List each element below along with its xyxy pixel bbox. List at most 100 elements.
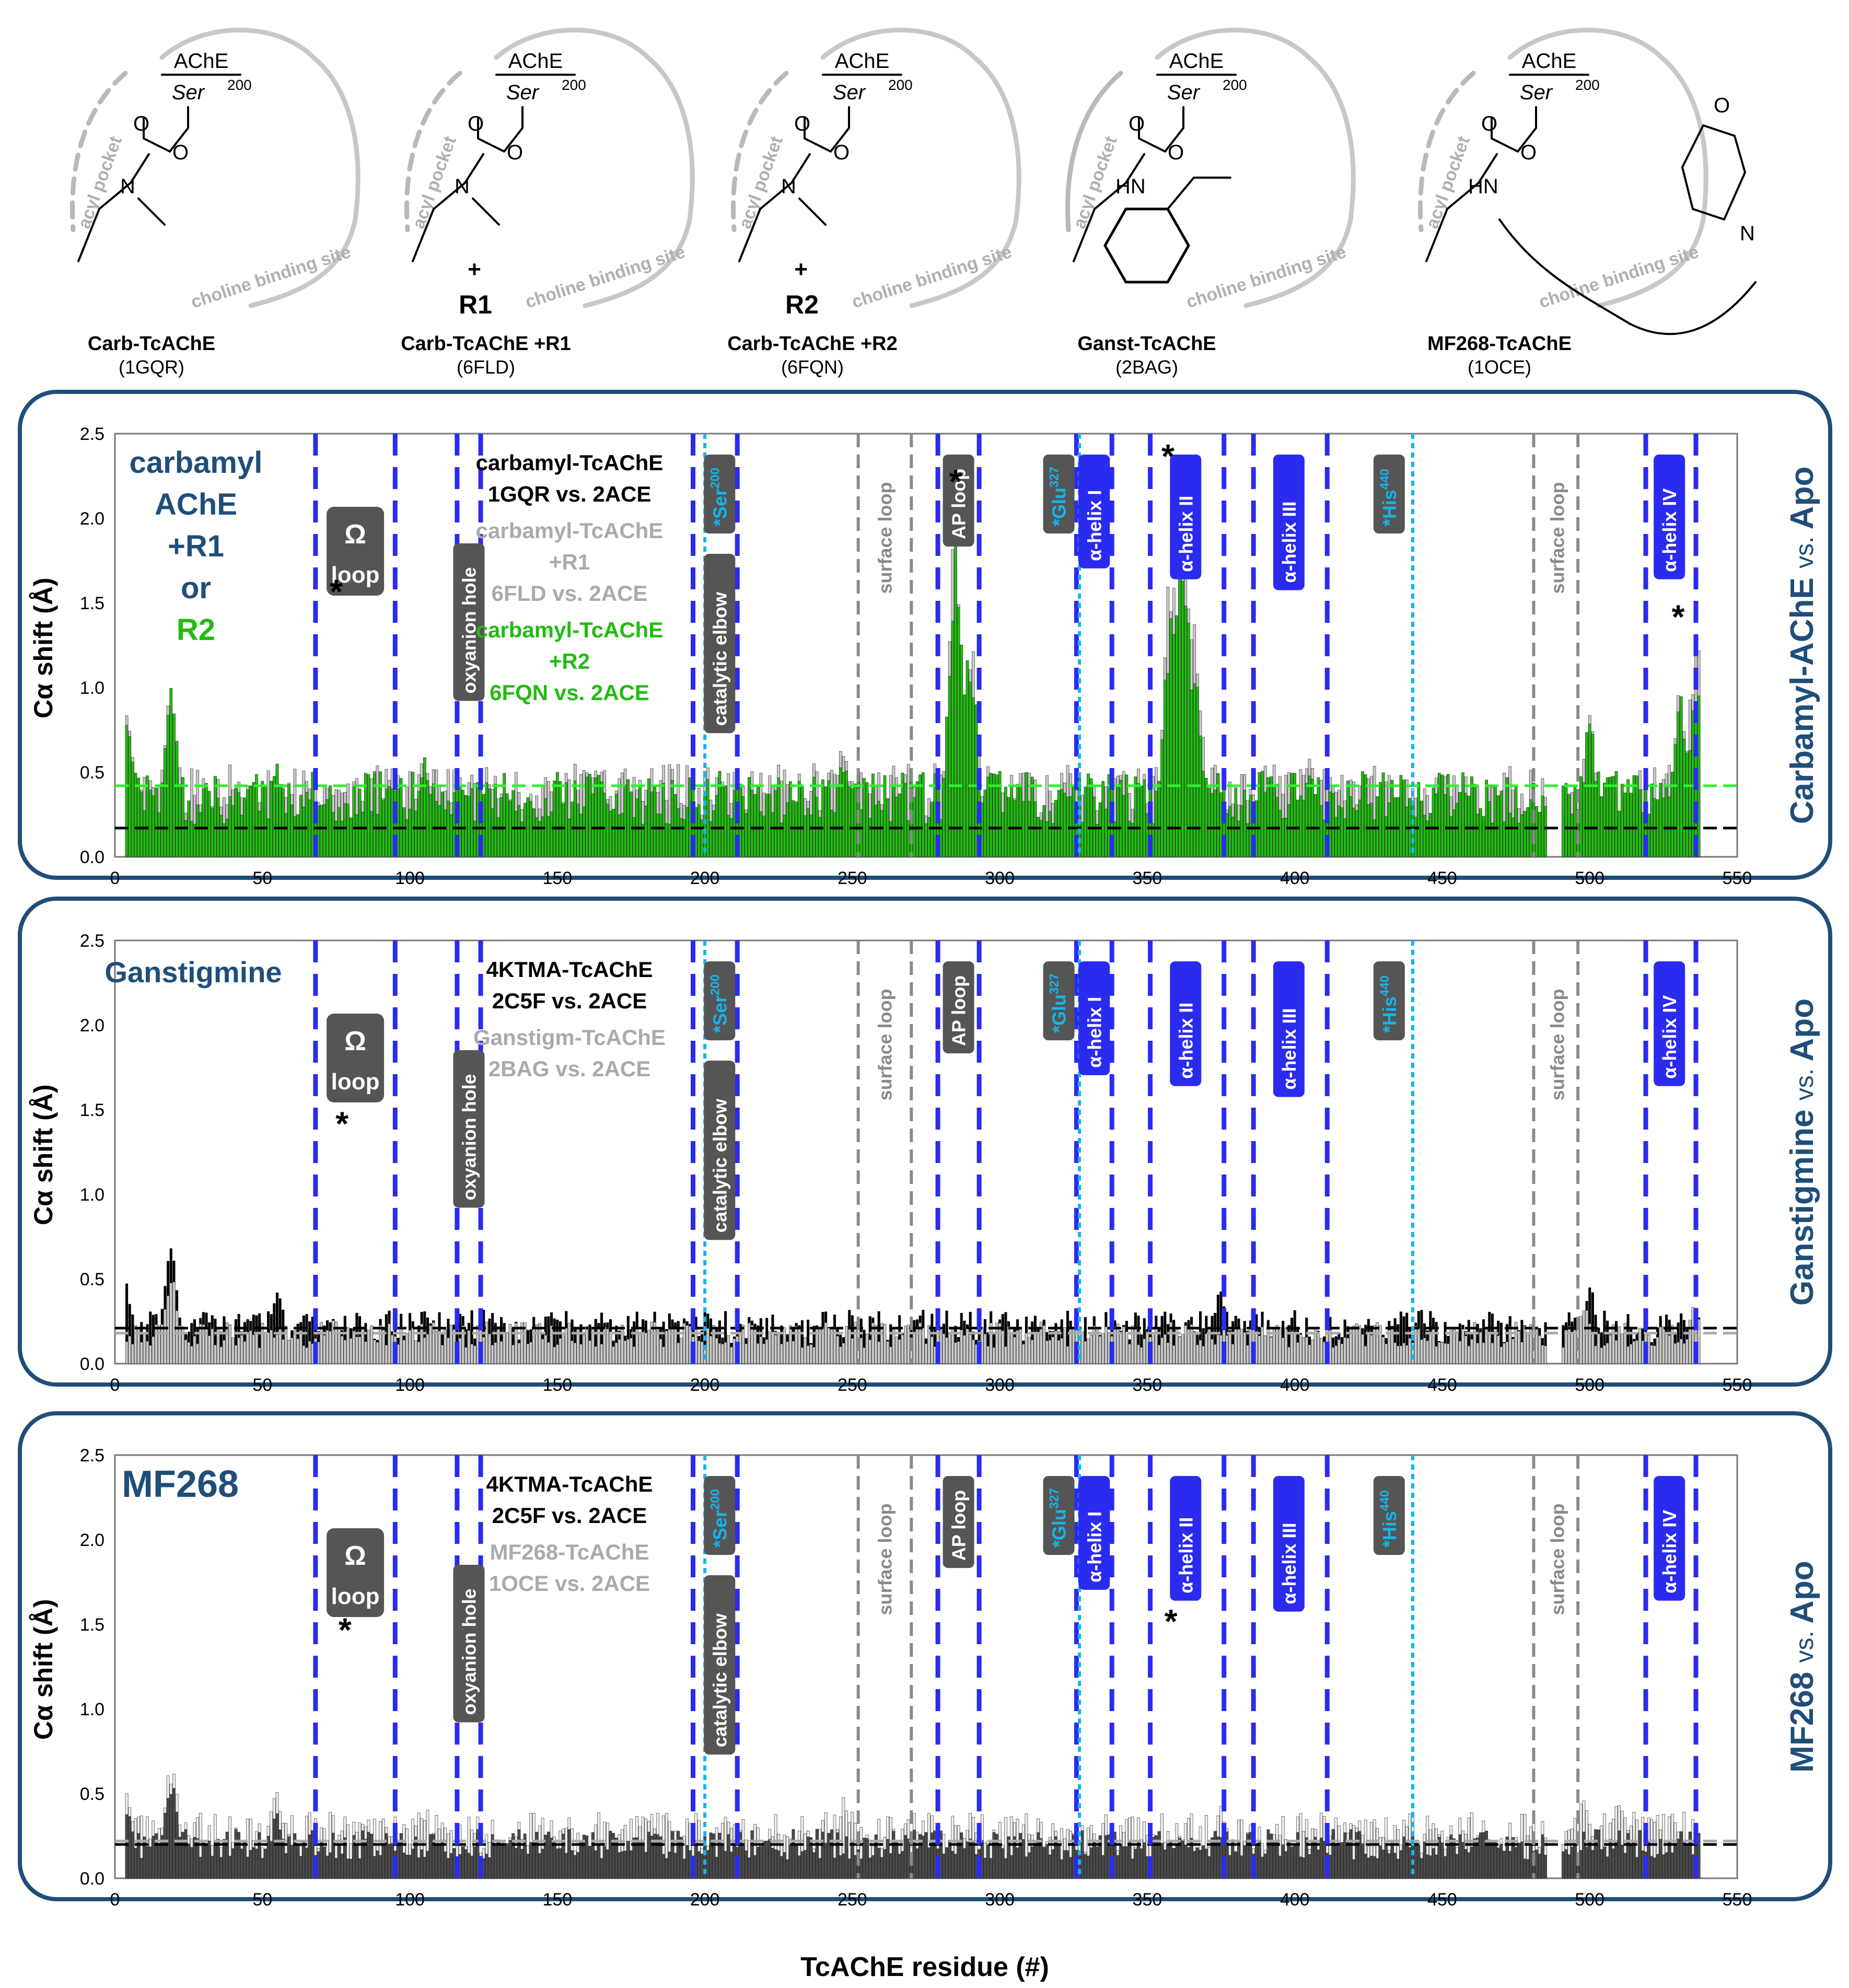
bar <box>293 1330 297 1364</box>
panel-title: +R1 <box>168 529 224 563</box>
bar <box>1564 1849 1568 1879</box>
bar <box>1187 1847 1190 1879</box>
bar <box>1662 1854 1665 1879</box>
bar <box>564 1328 568 1364</box>
atom-o2: O <box>133 112 149 135</box>
bar <box>1352 1859 1355 1879</box>
bar <box>202 1842 205 1879</box>
y-tick-label: 2.5 <box>80 1446 104 1466</box>
bar <box>1302 799 1305 857</box>
bar <box>1178 1336 1181 1364</box>
bar <box>1228 1855 1231 1879</box>
bar <box>1402 1316 1405 1364</box>
bar <box>812 1326 816 1364</box>
bar <box>1503 821 1506 857</box>
bar <box>187 1342 190 1364</box>
bar <box>1296 1832 1299 1879</box>
amine-chain <box>1425 153 1498 262</box>
bar <box>1609 1334 1612 1364</box>
bar <box>211 1329 214 1364</box>
bar <box>273 776 276 857</box>
bar <box>1408 1847 1412 1879</box>
atom-o: O <box>1168 141 1184 164</box>
region-label-box <box>1043 1476 1075 1555</box>
bar <box>1033 1332 1037 1364</box>
bar <box>783 815 786 857</box>
bar <box>1620 1844 1624 1879</box>
bar <box>423 757 426 857</box>
bar <box>930 1336 934 1364</box>
bar <box>1101 781 1105 857</box>
bar <box>1508 812 1512 857</box>
region-label-sup: 440 <box>1378 1490 1392 1511</box>
bar <box>553 1318 556 1364</box>
bar <box>1098 802 1102 857</box>
region-label-box <box>704 1060 736 1240</box>
omega-symbol: Ω <box>344 1026 366 1056</box>
bar <box>1320 1338 1323 1364</box>
bar <box>175 1310 179 1364</box>
bar <box>1211 793 1214 857</box>
bar <box>703 1344 706 1364</box>
bar <box>886 1341 889 1364</box>
bar <box>1087 773 1090 857</box>
bar <box>529 1342 532 1364</box>
bar <box>1467 1345 1471 1364</box>
bar <box>960 1330 963 1364</box>
bar <box>1087 1855 1090 1879</box>
bar <box>954 1342 957 1364</box>
bar <box>225 1322 229 1364</box>
atom-n: N <box>120 175 135 198</box>
bar <box>1025 1856 1028 1879</box>
bar <box>954 540 957 857</box>
region-label: catalytic elbow <box>704 1575 736 1755</box>
bar <box>1505 777 1509 857</box>
bar <box>644 805 648 857</box>
bar <box>1196 1344 1199 1364</box>
bar <box>1139 1347 1143 1364</box>
bar <box>461 789 465 857</box>
bar <box>1010 785 1014 857</box>
bar <box>243 1341 247 1364</box>
bar <box>788 781 792 857</box>
bar <box>868 818 872 857</box>
bar <box>960 1832 963 1879</box>
bar <box>464 1347 468 1364</box>
bar <box>282 1309 285 1364</box>
region-label-box <box>1043 961 1075 1041</box>
bar <box>653 787 656 857</box>
omega-loop-label: loop <box>331 1069 380 1095</box>
bar <box>228 796 232 857</box>
bar <box>1567 1326 1571 1364</box>
bar <box>1290 1846 1294 1879</box>
bar <box>1063 1327 1066 1364</box>
bar <box>1134 1849 1137 1879</box>
bar <box>1219 792 1223 857</box>
bar <box>1650 1856 1654 1879</box>
bar <box>488 1333 491 1364</box>
bar <box>1025 1332 1028 1364</box>
bar <box>1381 772 1385 857</box>
bar <box>951 1851 955 1879</box>
bar <box>1614 1340 1618 1364</box>
omega-symbol: Ω <box>344 1541 366 1571</box>
bar <box>447 1858 450 1879</box>
bar <box>559 1848 562 1879</box>
bar <box>125 1814 129 1879</box>
bar <box>181 777 184 857</box>
bar <box>1025 772 1028 857</box>
bar <box>924 1832 928 1879</box>
bar <box>630 792 633 857</box>
bar <box>827 1833 831 1879</box>
bar <box>1213 789 1217 857</box>
bar <box>275 1813 279 1879</box>
bar <box>780 822 783 857</box>
bar <box>871 773 875 857</box>
bar <box>1172 1320 1176 1364</box>
bar <box>1697 1833 1701 1879</box>
region-label-box <box>704 1575 736 1755</box>
ethyl-bond <box>1167 177 1231 210</box>
bar <box>379 1325 382 1364</box>
bar <box>1137 1344 1140 1364</box>
bar <box>1042 805 1046 857</box>
